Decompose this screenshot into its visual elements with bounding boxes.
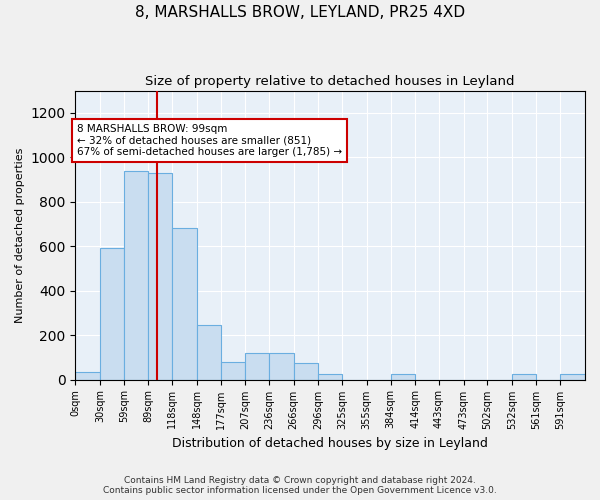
Y-axis label: Number of detached properties: Number of detached properties bbox=[15, 148, 25, 323]
Text: 8 MARSHALLS BROW: 99sqm
← 32% of detached houses are smaller (851)
67% of semi-d: 8 MARSHALLS BROW: 99sqm ← 32% of detache… bbox=[77, 124, 342, 157]
Bar bbox=[391, 374, 415, 380]
Bar bbox=[293, 363, 319, 380]
Text: 8, MARSHALLS BROW, LEYLAND, PR25 4XD: 8, MARSHALLS BROW, LEYLAND, PR25 4XD bbox=[135, 5, 465, 20]
Bar bbox=[148, 173, 172, 380]
Bar bbox=[269, 353, 293, 380]
Bar bbox=[245, 353, 269, 380]
Bar bbox=[76, 372, 100, 380]
Bar bbox=[197, 325, 221, 380]
Bar bbox=[221, 362, 245, 380]
Bar bbox=[100, 248, 124, 380]
Bar bbox=[560, 374, 585, 380]
Bar bbox=[124, 170, 148, 380]
Title: Size of property relative to detached houses in Leyland: Size of property relative to detached ho… bbox=[145, 75, 515, 88]
Bar bbox=[172, 228, 197, 380]
Bar bbox=[512, 374, 536, 380]
X-axis label: Distribution of detached houses by size in Leyland: Distribution of detached houses by size … bbox=[172, 437, 488, 450]
Bar bbox=[319, 374, 342, 380]
Text: Contains HM Land Registry data © Crown copyright and database right 2024.
Contai: Contains HM Land Registry data © Crown c… bbox=[103, 476, 497, 495]
